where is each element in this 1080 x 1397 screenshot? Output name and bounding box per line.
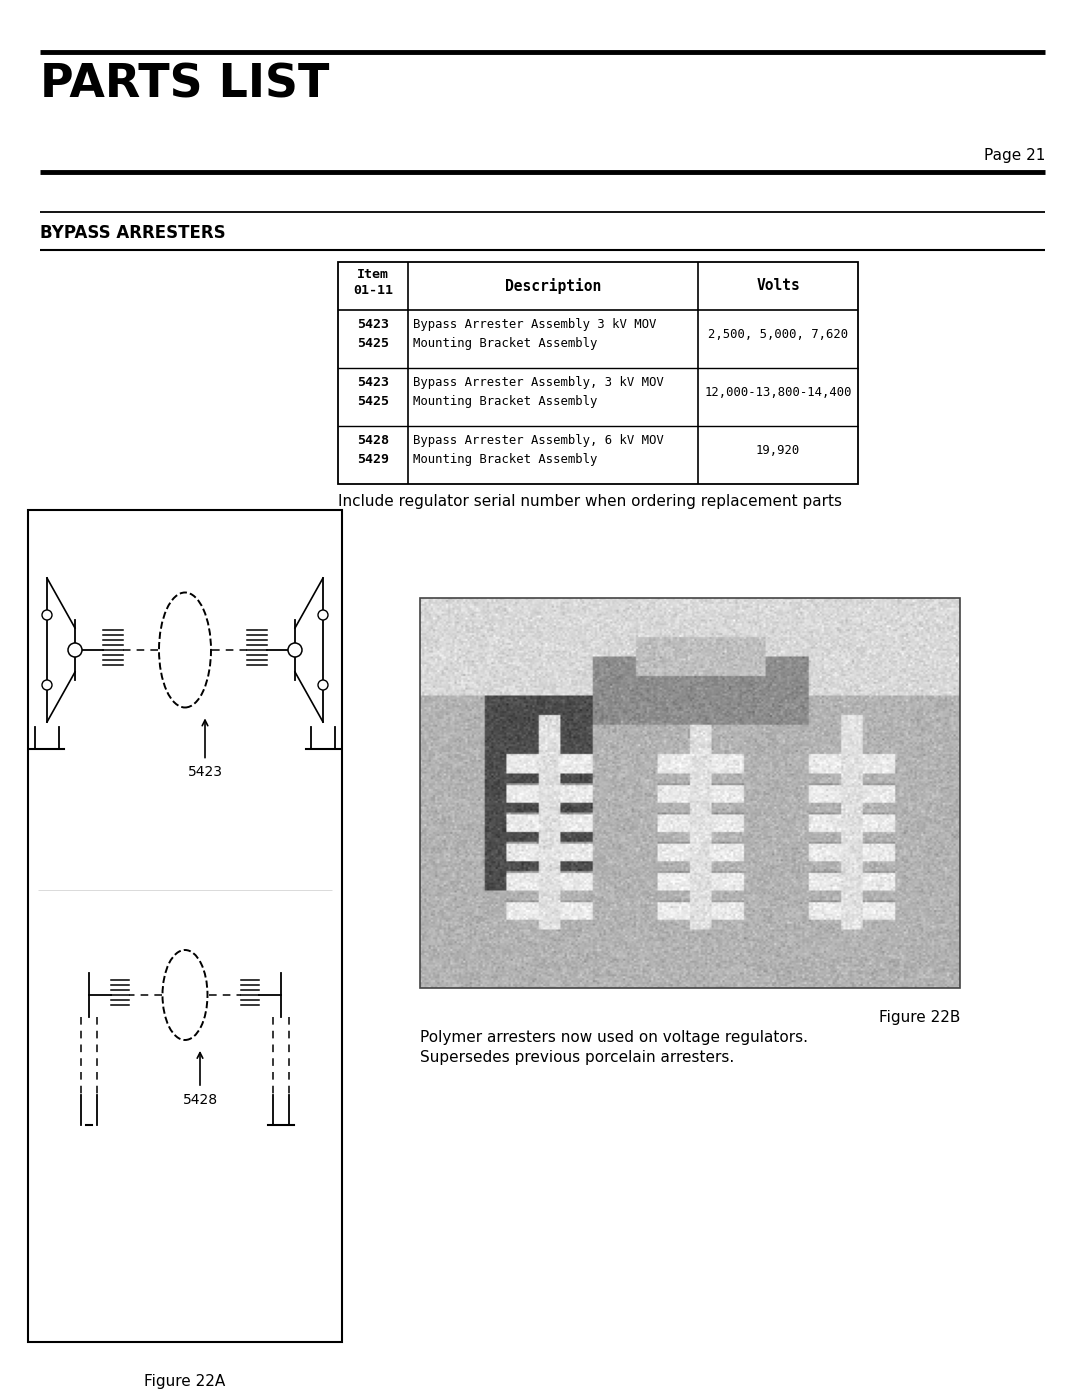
Text: 5428: 5428 — [357, 434, 389, 447]
Text: Bypass Arrester Assembly 3 kV MOV: Bypass Arrester Assembly 3 kV MOV — [413, 319, 657, 331]
Text: Bypass Arrester Assembly, 6 kV MOV: Bypass Arrester Assembly, 6 kV MOV — [413, 434, 664, 447]
Circle shape — [318, 610, 328, 620]
Text: 5423: 5423 — [357, 376, 389, 388]
Text: Mounting Bracket Assembly: Mounting Bracket Assembly — [413, 395, 597, 408]
Text: 5425: 5425 — [357, 337, 389, 351]
Text: 5429: 5429 — [357, 453, 389, 467]
Text: Mounting Bracket Assembly: Mounting Bracket Assembly — [413, 337, 597, 351]
Bar — [28, 510, 342, 1343]
Text: Item
01-11: Item 01-11 — [353, 268, 393, 298]
Circle shape — [42, 610, 52, 620]
Text: 12,000-13,800-14,400: 12,000-13,800-14,400 — [704, 386, 852, 400]
Text: 2,500, 5,000, 7,620: 2,500, 5,000, 7,620 — [707, 328, 848, 341]
Text: Volts: Volts — [756, 278, 800, 293]
Text: Page 21: Page 21 — [984, 148, 1045, 163]
Text: Figure 22B: Figure 22B — [879, 1010, 960, 1025]
Text: PARTS LIST: PARTS LIST — [40, 61, 329, 108]
Ellipse shape — [162, 950, 207, 1039]
Text: 5425: 5425 — [357, 395, 389, 408]
Bar — [420, 598, 960, 988]
Text: Polymer arresters now used on voltage regulators.: Polymer arresters now used on voltage re… — [420, 1030, 808, 1045]
Text: Include regulator serial number when ordering replacement parts: Include regulator serial number when ord… — [338, 495, 842, 509]
Text: BYPASS ARRESTERS: BYPASS ARRESTERS — [40, 224, 226, 242]
Ellipse shape — [159, 592, 211, 707]
Bar — [338, 263, 858, 483]
Circle shape — [68, 643, 82, 657]
Text: Description: Description — [504, 278, 602, 293]
Text: Figure 22A: Figure 22A — [145, 1375, 226, 1389]
Text: 5428: 5428 — [183, 1092, 217, 1106]
Text: Supersedes previous porcelain arresters.: Supersedes previous porcelain arresters. — [420, 1051, 734, 1065]
Circle shape — [318, 680, 328, 690]
Text: 5423: 5423 — [188, 766, 222, 780]
Text: 5423: 5423 — [357, 319, 389, 331]
Text: Mounting Bracket Assembly: Mounting Bracket Assembly — [413, 453, 597, 467]
Text: Bypass Arrester Assembly, 3 kV MOV: Bypass Arrester Assembly, 3 kV MOV — [413, 376, 664, 388]
Circle shape — [42, 680, 52, 690]
Text: 19,920: 19,920 — [756, 444, 800, 457]
Circle shape — [288, 643, 302, 657]
